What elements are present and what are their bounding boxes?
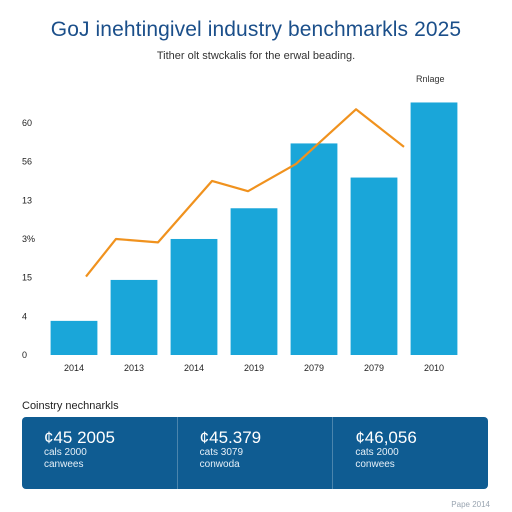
- card-line-1: cals 2000: [44, 447, 87, 458]
- x-tick-label: 2014: [184, 363, 204, 373]
- bar: [230, 208, 278, 355]
- summary-card: ¢45 2005 cals 2000 canwees: [22, 417, 178, 489]
- card-line-2: conwees: [355, 459, 395, 470]
- footer-text: Pape 2014: [451, 500, 490, 509]
- bar: [170, 238, 218, 355]
- x-tick-label: 2013: [124, 363, 144, 373]
- legend-label: Rnlage: [416, 74, 445, 84]
- x-tick-label: 2079: [304, 363, 324, 373]
- y-tick-label: 15: [22, 273, 32, 283]
- bar: [50, 320, 98, 355]
- card-line-2: canwees: [44, 459, 84, 470]
- y-tick-label: 60: [22, 118, 32, 128]
- y-tick-label: 0: [22, 350, 27, 360]
- chart: 0 4 15 3% 13 56 60 2014 2013 2014 2019 2079 2079 201…: [22, 74, 458, 373]
- x-tick-label: 2019: [244, 363, 264, 373]
- x-tick-label: 2079: [364, 363, 384, 373]
- summary-card: ¢46,056 cats 2000 conwees: [333, 417, 488, 489]
- card-value: ¢46,056: [355, 428, 417, 447]
- card-line-1: cats 2000: [355, 447, 399, 458]
- y-tick-label: 13: [22, 195, 32, 205]
- chart-title: GoJ inehtingivel industry benchmarkls 20…: [50, 18, 462, 41]
- summary-label: Coinstry nechnarkls: [22, 400, 119, 412]
- bar: [110, 279, 158, 355]
- card-value: ¢45.379: [199, 428, 262, 447]
- summary-panel: ¢45 2005 cals 2000 canwees ¢45.379 cats …: [22, 417, 488, 489]
- bar: [410, 102, 458, 355]
- chart-subtitle: Tither olt stwckalis for the erwal beadi…: [156, 50, 356, 62]
- card-value: ¢45 2005: [44, 428, 115, 447]
- series-line: [85, 108, 405, 278]
- bar: [350, 177, 398, 355]
- y-tick-label: 56: [22, 157, 32, 167]
- x-tick-label: 2014: [64, 363, 84, 373]
- summary-card: ¢45.379 cats 3079 conwoda: [178, 417, 334, 489]
- card-line-2: conwoda: [199, 459, 240, 470]
- y-tick-label: 4: [22, 311, 27, 321]
- x-tick-label: 2010: [424, 363, 444, 373]
- card-line-1: cats 3079: [199, 447, 244, 458]
- bar: [290, 143, 338, 355]
- y-tick-label: 3%: [22, 234, 35, 244]
